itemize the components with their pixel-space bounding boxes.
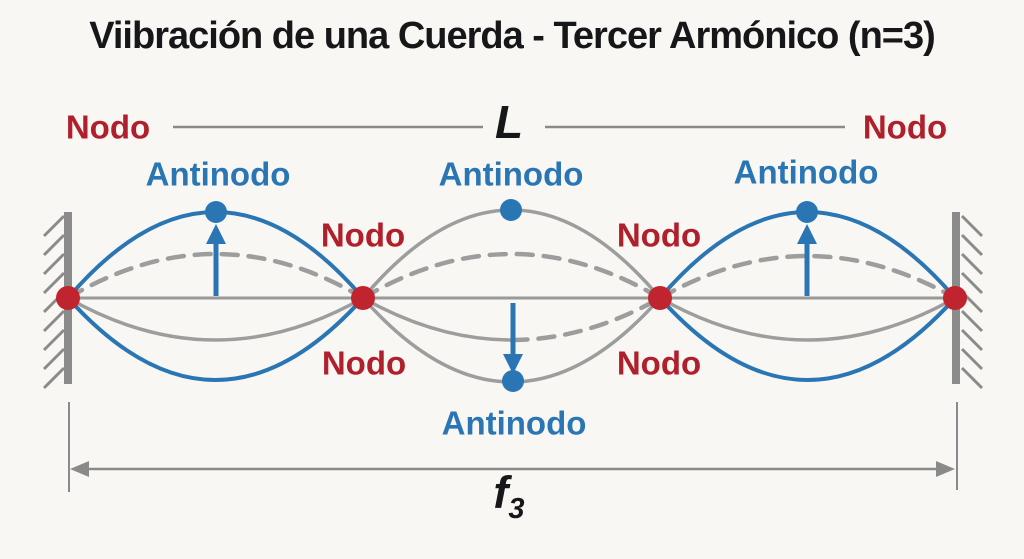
wave-dashed-intermediate-seg2-up [360, 251, 663, 301]
node-dot-interior-right [648, 286, 672, 310]
node-label-interior-right-upper: Nodo [616, 216, 702, 254]
wall-hatch-icon [42, 214, 66, 390]
antinode-label-right: Antinodo [733, 153, 879, 191]
diagram-title: Viibración de una Cuerda - Tercer Armóni… [89, 15, 936, 57]
dimension-arrowhead-right [936, 461, 955, 477]
dimension-arrowhead-left [70, 461, 89, 477]
antinode-displacement-down-arrow-middle [503, 303, 523, 374]
wave-gray-envelope-seg3-down [658, 296, 957, 342]
wave-gray-intermediate-seg2-down-left [361, 296, 514, 342]
wave-blue-envelope-seg3-down [658, 296, 957, 382]
antinode-dot-middle-top [500, 199, 522, 221]
node-label-top-right: Nodo [862, 108, 948, 146]
antinode-label-left: Antinodo [145, 155, 291, 193]
antinode-displacement-up-arrow-left [206, 224, 226, 296]
antinode-displacement-up-arrow-right [797, 224, 817, 296]
node-dot-left-wall [56, 286, 80, 310]
frequency-subscript: 3 [508, 493, 525, 525]
wave-gray-envelope-seg2-up [361, 208, 662, 300]
antinode-dot-middle-bottom [502, 370, 524, 392]
wave-gray-envelope-seg1-down [66, 296, 365, 342]
node-label-interior-left-lower: Nodo [321, 344, 407, 382]
node-dot-interior-left [351, 286, 375, 310]
antinode-dot-right-top [796, 201, 818, 223]
frequency-symbol: f [493, 467, 509, 518]
node-label-interior-left-upper: Nodo [320, 216, 406, 254]
antinode-dot-left-top [205, 201, 227, 223]
node-dot-right-wall [943, 286, 967, 310]
length-dimension-double-arrow [68, 402, 958, 492]
node-label-interior-right-lower: Nodo [616, 344, 702, 382]
frequency-label: f3 [493, 470, 524, 524]
node-label-top-left: Nodo [65, 108, 151, 146]
wave-blue-envelope-seg1-down [66, 296, 365, 382]
wave-dashed-intermediate-seg1 [65, 251, 366, 301]
wave-dashed-intermediate-seg3 [657, 253, 958, 301]
wave-dashed-intermediate-seg2-down-right [509, 295, 663, 343]
antinode-label-middle-bottom: Antinodo [441, 404, 587, 442]
length-symbol-label: L [494, 96, 524, 148]
antinode-label-middle-top: Antinodo [438, 155, 584, 193]
wall-hatch-icon [960, 214, 984, 390]
